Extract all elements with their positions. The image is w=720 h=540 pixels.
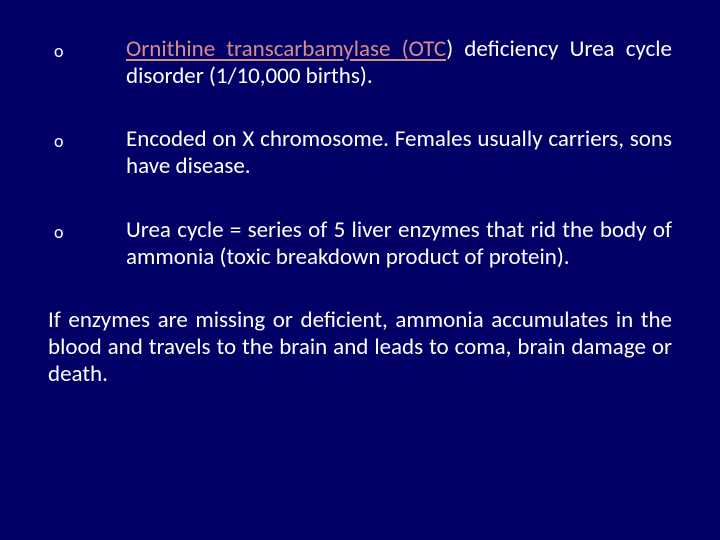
bullet-marker: o [48,217,126,243]
bullet-text: Ornithine transcarbamylase (OTC) deficie… [126,36,672,90]
bullet-text: Encoded on X chromosome. Females usually… [126,126,672,180]
bullet-marker: o [48,126,126,152]
bullet-text: Urea cycle = series of 5 liver enzymes t… [126,217,672,271]
bullet-item-2: o Encoded on X chromosome. Females usual… [48,126,672,180]
bullet-pre: Urea cycle = series of 5 liver enzymes t… [126,216,672,271]
accent-phrase: Ornithine transcarbamylase (OTC [126,35,446,63]
bullet-item-1: o Ornithine transcarbamylase (OTC) defic… [48,36,672,90]
bullet-item-3: o Urea cycle = series of 5 liver enzymes… [48,217,672,271]
bullet-marker: o [48,36,126,62]
closing-paragraph: If enzymes are missing or deficient, amm… [48,307,672,388]
bullet-pre: Encoded on X chromosome. Females usually… [126,125,672,180]
